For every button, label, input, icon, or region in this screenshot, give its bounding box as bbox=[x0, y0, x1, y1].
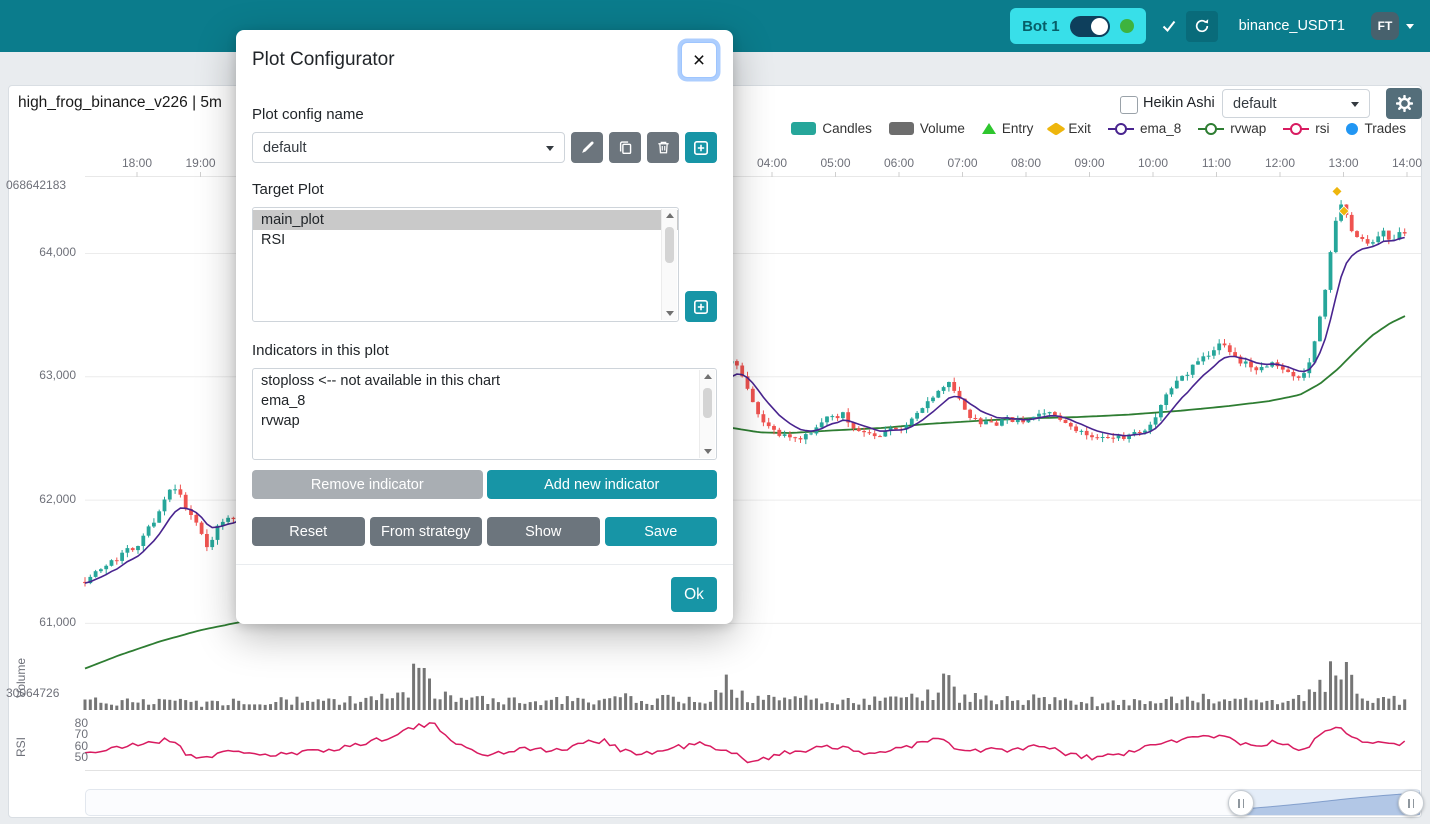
config-name-select[interactable]: default bbox=[252, 132, 565, 163]
legend-label: Volume bbox=[919, 121, 965, 136]
legend-item-volume[interactable]: Volume bbox=[888, 121, 965, 136]
candles-swatch-icon bbox=[791, 122, 817, 135]
bot-toggle[interactable] bbox=[1069, 15, 1110, 37]
plot-configurator-button[interactable] bbox=[1386, 88, 1422, 119]
datazoom-selected-region[interactable] bbox=[1240, 790, 1420, 815]
legend-label: ema_8 bbox=[1139, 121, 1182, 136]
legend-item-rvwap[interactable]: rvwap bbox=[1198, 121, 1266, 136]
pencil-icon bbox=[581, 141, 594, 153]
rvwap-swatch-icon bbox=[1198, 123, 1225, 135]
target-plot-item[interactable]: RSI bbox=[261, 232, 286, 248]
scroll-down-icon[interactable] bbox=[665, 311, 674, 316]
duplicate-config-button[interactable] bbox=[609, 132, 641, 163]
rsi-swatch-icon bbox=[1283, 123, 1310, 135]
target-plot-list[interactable]: main_plot RSI bbox=[252, 207, 679, 322]
datazoom-right-handle[interactable] bbox=[1398, 790, 1424, 816]
indicators-label: Indicators in this plot bbox=[252, 342, 389, 359]
scroll-thumb[interactable] bbox=[703, 388, 712, 418]
add-config-button[interactable] bbox=[685, 132, 717, 163]
show-button[interactable]: Show bbox=[487, 517, 600, 546]
add-new-indicator-button[interactable]: Add new indicator bbox=[486, 470, 717, 499]
remove-indicator-button[interactable]: Remove indicator bbox=[252, 470, 483, 499]
delete-config-button[interactable] bbox=[647, 132, 679, 163]
user-menu-caret-icon[interactable] bbox=[1406, 23, 1414, 29]
exit-swatch-icon bbox=[1046, 121, 1067, 136]
close-icon: × bbox=[692, 48, 706, 72]
datazoom-preview-area bbox=[1240, 792, 1420, 815]
bot-selector[interactable]: Bot 1 bbox=[1010, 8, 1146, 44]
indicator-item[interactable]: rvwap bbox=[261, 413, 300, 429]
indicator-item[interactable]: stoploss <-- not available in this chart bbox=[261, 373, 500, 389]
from-strategy-button[interactable]: From strategy bbox=[369, 517, 482, 546]
modal-close-button[interactable]: × bbox=[681, 42, 717, 78]
legend-label: Candles bbox=[822, 121, 872, 136]
user-avatar[interactable]: FT bbox=[1371, 12, 1399, 40]
modal-title: Plot Configurator bbox=[252, 49, 395, 70]
copy-icon bbox=[619, 141, 631, 155]
save-button[interactable]: Save bbox=[604, 517, 717, 546]
legend-label: Entry bbox=[1001, 121, 1034, 136]
scroll-up-icon[interactable] bbox=[703, 374, 712, 379]
indicators-list[interactable]: stoploss <-- not available in this chart… bbox=[252, 368, 717, 460]
avatar-initials: FT bbox=[1377, 19, 1393, 33]
volume-swatch-icon bbox=[888, 122, 914, 135]
toggle-knob bbox=[1090, 17, 1108, 35]
check-icon bbox=[1161, 18, 1177, 34]
legend-label: rvwap bbox=[1230, 121, 1267, 136]
plot-config-select-value: default bbox=[1233, 95, 1277, 112]
pair-name: binance_USDT1 bbox=[1238, 18, 1345, 34]
chart-legend: Candles Volume Entry Exit ema_8 rvwap rsi Trade… bbox=[791, 121, 1406, 136]
reset-button[interactable]: Reset bbox=[252, 517, 365, 546]
ema_8-swatch-icon bbox=[1107, 123, 1134, 135]
entry-swatch-icon bbox=[981, 123, 996, 134]
chevron-down-icon bbox=[1351, 101, 1359, 107]
trades-swatch-icon bbox=[1346, 122, 1359, 135]
legend-label: Exit bbox=[1068, 121, 1091, 136]
target-plot-label: Target Plot bbox=[252, 181, 324, 198]
add-target-plot-button[interactable] bbox=[685, 291, 717, 322]
chevron-down-icon bbox=[546, 145, 554, 151]
scrollbar[interactable] bbox=[699, 370, 715, 458]
scroll-up-icon[interactable] bbox=[665, 213, 674, 218]
rename-config-button[interactable] bbox=[571, 132, 603, 163]
legend-item-exit[interactable]: Exit bbox=[1046, 121, 1091, 136]
plot-config-select[interactable]: default bbox=[1222, 89, 1370, 118]
datazoom-slider[interactable] bbox=[85, 789, 1421, 816]
ok-button[interactable]: Ok bbox=[671, 577, 717, 612]
bot-name: Bot 1 bbox=[1022, 17, 1060, 35]
legend-item-trades[interactable]: Trades bbox=[1346, 121, 1406, 136]
plot-config-name-label: Plot config name bbox=[252, 106, 364, 123]
refresh-icon bbox=[1195, 19, 1208, 33]
datazoom-left-handle[interactable] bbox=[1228, 790, 1254, 816]
trash-icon bbox=[657, 141, 669, 154]
legend-label: Trades bbox=[1364, 121, 1406, 136]
legend-label: rsi bbox=[1315, 121, 1330, 136]
target-plot-item[interactable]: main_plot bbox=[253, 210, 678, 230]
plus-square-icon bbox=[693, 140, 708, 155]
indicator-item[interactable]: ema_8 bbox=[261, 393, 306, 409]
bot-online-dot bbox=[1119, 19, 1134, 33]
legend-item-rsi[interactable]: rsi bbox=[1283, 121, 1329, 136]
refresh-button[interactable] bbox=[1185, 10, 1218, 42]
scroll-thumb[interactable] bbox=[665, 227, 674, 263]
scroll-down-icon[interactable] bbox=[703, 449, 712, 454]
plus-square-icon bbox=[693, 299, 708, 314]
scrollbar[interactable] bbox=[661, 209, 677, 320]
legend-item-candles[interactable]: Candles bbox=[791, 121, 872, 136]
plot-configurator-modal: Plot Configurator × Plot config name def… bbox=[236, 30, 733, 624]
config-name-select-value: default bbox=[263, 139, 307, 156]
gear-icon bbox=[1395, 95, 1413, 112]
legend-item-ema_8[interactable]: ema_8 bbox=[1107, 121, 1182, 136]
legend-item-entry[interactable]: Entry bbox=[981, 121, 1034, 136]
heikin-ashi-checkbox[interactable] bbox=[1120, 96, 1138, 114]
